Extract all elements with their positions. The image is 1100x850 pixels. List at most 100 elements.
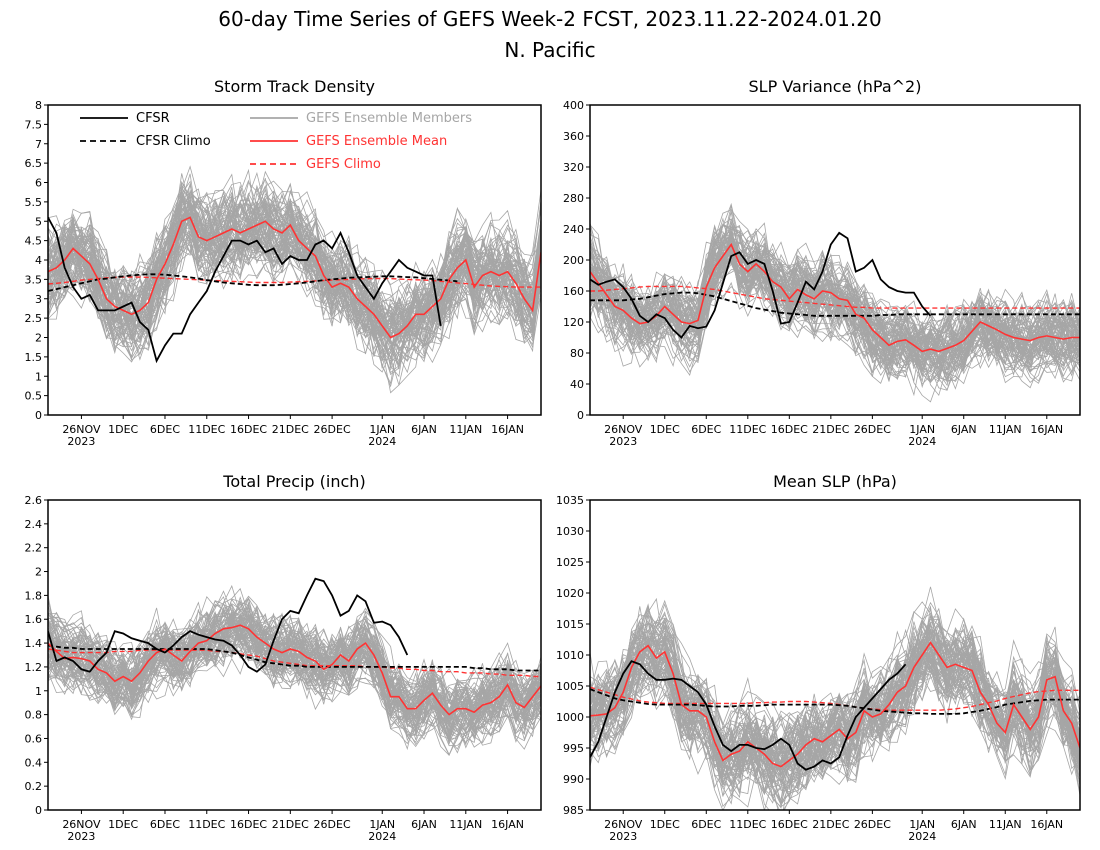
plot-area (48, 577, 541, 757)
x-tick-label: 1DEC (108, 818, 138, 831)
x-tick-label: 1JAN (369, 423, 395, 436)
ensemble-member-line (48, 613, 541, 750)
y-tick-label: 1.6 (25, 613, 43, 626)
y-tick-label: 0.6 (25, 732, 43, 745)
x-tick-year-label: 2023 (67, 830, 95, 843)
y-tick-label: 2 (35, 332, 42, 345)
x-tick-year-label: 2024 (368, 435, 396, 448)
x-tick-label: 26DEC (314, 423, 351, 436)
y-tick-label: 1.4 (25, 637, 43, 650)
ensemble-member-line (48, 180, 541, 361)
series-gefs-climo (48, 276, 541, 288)
x-tick-year-label: 2024 (908, 435, 936, 448)
ensemble-member-line (48, 196, 541, 337)
x-tick-label: 26NOV (604, 423, 643, 436)
series-gefs-ensemble-mean (48, 624, 541, 716)
y-tick-label: 0 (577, 409, 584, 422)
y-tick-label: 0 (35, 409, 42, 422)
panel-total-precip-inch: Total Precip (inch) 0 0.2 0.4 0.6 0.8 1 1.2 1.4 1… (25, 472, 542, 843)
panel-title: SLP Variance (hPa^2) (749, 77, 922, 96)
y-tick-label: 995 (563, 742, 584, 755)
ensemble-member-line (48, 173, 541, 366)
ensemble-member-line (590, 249, 1080, 384)
y-tick-label: 1.2 (25, 661, 43, 674)
ensemble-member-line (48, 606, 541, 731)
x-tick-label: 11DEC (188, 423, 225, 436)
ensemble-member-line (48, 610, 541, 742)
y-tick-label: 280 (563, 192, 584, 205)
x-tick-label: 6DEC (691, 423, 721, 436)
legend-label-cfsr-climo: CFSR Climo (136, 134, 211, 149)
x-tick-label: 1DEC (650, 423, 680, 436)
series-gefs-ensemble-mean (590, 242, 1080, 353)
series-cfsr (48, 216, 442, 364)
ensemble-member-line (48, 195, 541, 343)
ensemble-member-line (48, 181, 541, 355)
series-cfsr-climo (590, 688, 1080, 715)
panel-storm-track-density: Storm Track Density 0 0.5 1 1.5 2 2.5 3 3.5 4 4.5 5… (25, 77, 542, 448)
ensemble-member-line (48, 207, 541, 352)
x-tick-label: 1JAN (369, 818, 395, 831)
ensemble-member-line (48, 200, 541, 341)
ensemble-member-line (590, 628, 1080, 777)
x-tick-label: 26DEC (854, 818, 891, 831)
x-tick-label: 11DEC (729, 423, 766, 436)
ensemble-member-line (48, 616, 541, 736)
chart-panels: Storm Track Density 0 0.5 1 1.5 2 2.5 3 3.5 4 4.5 5… (25, 77, 1081, 843)
x-tick-label: 16DEC (230, 423, 267, 436)
x-tick-label: 26NOV (62, 423, 101, 436)
series-gefs-climo (48, 648, 541, 678)
x-tick-label: 26DEC (854, 423, 891, 436)
y-tick-label: 2.4 (25, 518, 43, 531)
x-tick-label: 21DEC (812, 423, 849, 436)
ensemble-member-line (48, 211, 541, 360)
x-tick-label: 1DEC (650, 818, 680, 831)
x-tick-label: 11JAN (449, 423, 482, 436)
ensemble-member-line (590, 606, 1080, 779)
series-gefs-climo (590, 285, 1080, 309)
ensemble-member-line (48, 618, 541, 739)
ensemble-member-line (48, 187, 541, 346)
y-tick-label: 985 (563, 804, 584, 817)
x-tick-label: 16JAN (1030, 423, 1063, 436)
ensemble-member-line (590, 623, 1080, 786)
y-tick-label: 1025 (556, 556, 584, 569)
plot-area (48, 165, 541, 394)
panel-slp-variance-hpa-2: SLP Variance (hPa^2) 0 40 80 120 160 200 240 280… (563, 77, 1081, 448)
y-tick-label: 1020 (556, 587, 584, 600)
y-tick-label: 7 (35, 138, 42, 151)
y-tick-label: 5 (35, 215, 42, 228)
y-tick-label: 0.4 (25, 756, 43, 769)
legend: CFSR CFSR Climo GEFS Ensemble Members GEFS … (80, 111, 472, 172)
x-tick-label: 26NOV (62, 818, 101, 831)
y-tick-label: 2 (35, 566, 42, 579)
y-tick-label: 0.2 (25, 780, 43, 793)
y-tick-label: 0.8 (25, 709, 43, 722)
x-tick-label: 6DEC (691, 818, 721, 831)
y-tick-label: 1035 (556, 494, 584, 507)
y-tick-label: 2.5 (25, 312, 43, 325)
series-cfsr-climo (48, 644, 541, 672)
series-gefs-climo (590, 686, 1080, 711)
y-tick-label: 0 (35, 804, 42, 817)
y-tick-label: 1030 (556, 525, 584, 538)
x-tick-label: 16DEC (230, 818, 267, 831)
y-tick-label: 0.5 (25, 390, 43, 403)
x-tick-label: 11JAN (989, 423, 1022, 436)
y-tick-label: 40 (570, 378, 584, 391)
x-tick-label: 6JAN (951, 818, 977, 831)
ensemble-member-line (48, 628, 541, 743)
plot-frame (47, 499, 542, 811)
y-tick-label: 4 (35, 254, 42, 267)
y-tick-label: 4.5 (25, 235, 43, 248)
x-tick-label: 16JAN (491, 423, 524, 436)
panel-mean-slp-hpa: Mean SLP (hPa) 985 990 995 1000 1005 1010 1015 1… (556, 472, 1081, 843)
y-tick-label: 1 (35, 685, 42, 698)
x-tick-label: 16DEC (771, 818, 808, 831)
series-cfsr (590, 660, 907, 771)
x-tick-label: 21DEC (812, 818, 849, 831)
ensemble-member-line (48, 173, 541, 368)
x-tick-label: 16JAN (1030, 818, 1063, 831)
series-cfsr-climo (590, 291, 1080, 317)
